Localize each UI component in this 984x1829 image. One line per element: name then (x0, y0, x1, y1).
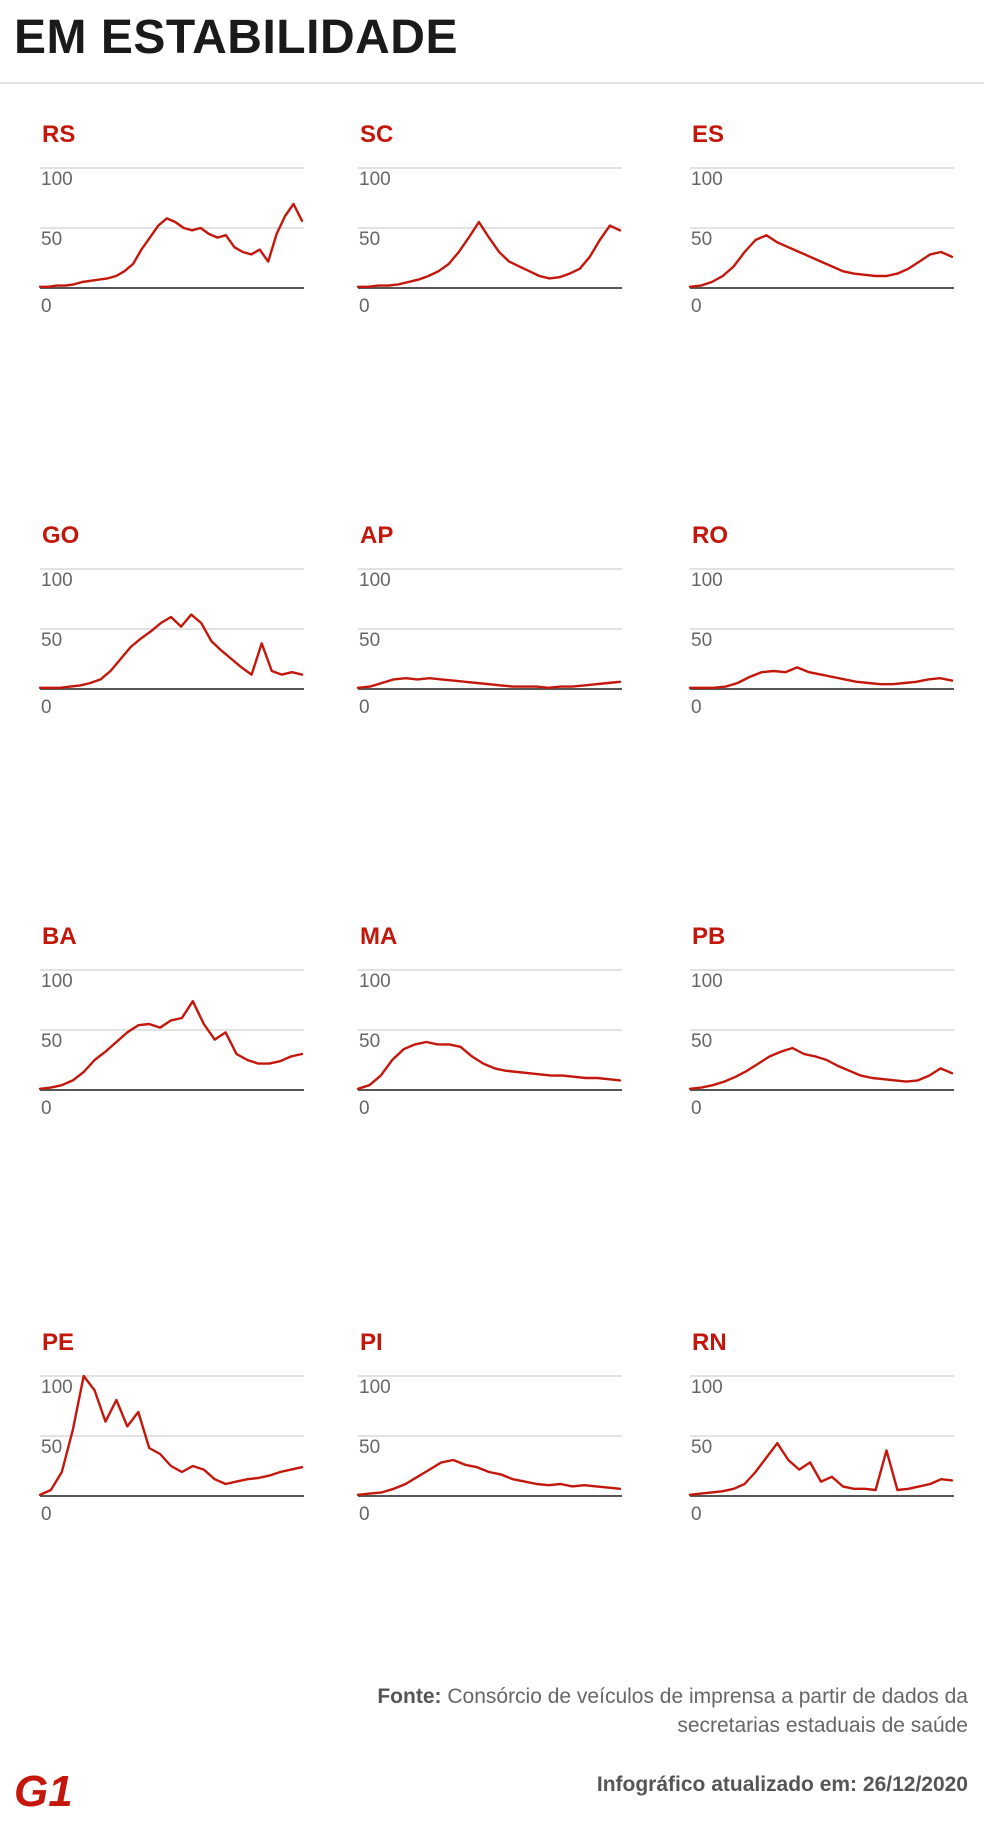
tick-label: 0 (691, 697, 702, 718)
tick-label: 100 (359, 570, 391, 591)
source-label: Fonte: (377, 1685, 442, 1708)
panel-title: ES (692, 121, 724, 148)
tick-label: 50 (691, 229, 712, 250)
tick-label: 0 (359, 1098, 370, 1119)
tick-label: 0 (359, 296, 370, 317)
panel-title: RO (692, 522, 728, 549)
panel-title: PB (692, 923, 725, 950)
tick-label: 0 (41, 1504, 52, 1525)
tick-label: 50 (359, 1437, 380, 1458)
tick-label: 50 (41, 1437, 62, 1458)
panel-ro: RO 0 50 100 (688, 522, 954, 718)
tick-label: 100 (691, 169, 723, 190)
panel-title: MA (360, 923, 397, 950)
panel-ma: MA 0 50 100 (356, 923, 622, 1119)
panel-ba: BA 0 50 100 (38, 923, 304, 1119)
tick-label: 50 (691, 1437, 712, 1458)
series-line (356, 677, 622, 689)
tick-label: 100 (691, 570, 723, 591)
series-line (356, 1458, 622, 1497)
page-title: EM ESTABILIDADE (14, 11, 458, 64)
tick-label: 0 (41, 697, 52, 718)
source-text: Consórcio de veículos de imprensa a part… (447, 1685, 968, 1737)
g1-logo-text: G1 (14, 1768, 73, 1812)
tick-label: 50 (359, 229, 380, 250)
panel-es: ES 0 50 100 (688, 121, 954, 317)
panel-ap: AP 0 50 100 (356, 522, 622, 718)
series-line (356, 220, 622, 288)
tick-label: 100 (41, 169, 73, 190)
tick-label: 50 (359, 1031, 380, 1052)
tick-label: 100 (359, 169, 391, 190)
tick-label: 100 (41, 1377, 73, 1398)
series-line (356, 1040, 622, 1091)
tick-label: 0 (359, 1504, 370, 1525)
panel-title: BA (42, 923, 77, 950)
title-divider (0, 82, 984, 84)
panel-title: PI (360, 1329, 383, 1356)
series-line (688, 1441, 954, 1497)
tick-label: 100 (41, 971, 73, 992)
tick-label: 100 (691, 971, 723, 992)
tick-label: 50 (41, 1031, 62, 1052)
series-line (38, 202, 304, 288)
panel-sc: SC 0 50 100 (356, 121, 622, 317)
panel-pe: PE 0 50 100 (38, 1329, 304, 1525)
tick-label: 50 (41, 229, 62, 250)
panel-go: GO 0 50 100 (38, 522, 304, 718)
panel-title: GO (42, 522, 79, 549)
series-line (688, 666, 954, 689)
panel-title: AP (360, 522, 393, 549)
panel-title: SC (360, 121, 393, 148)
tick-label: 0 (41, 296, 52, 317)
panel-pb: PB 0 50 100 (688, 923, 954, 1119)
tick-label: 100 (359, 1377, 391, 1398)
update-date: Infográfico atualizado em: 26/12/2020 (596, 1773, 968, 1796)
series-line (688, 1046, 954, 1091)
tick-label: 50 (41, 630, 62, 651)
tick-label: 0 (41, 1098, 52, 1119)
panel-title: RS (42, 121, 75, 148)
series-line (688, 233, 954, 288)
tick-label: 100 (359, 971, 391, 992)
panel-title: PE (42, 1329, 74, 1356)
series-line (38, 613, 304, 689)
panel-rn: RN 0 50 100 (688, 1329, 954, 1525)
series-line (38, 1374, 304, 1497)
tick-label: 0 (691, 296, 702, 317)
series-line (38, 1000, 304, 1091)
g1-logo: G1 (14, 1768, 73, 1812)
tick-label: 50 (359, 630, 380, 651)
tick-label: 100 (691, 1377, 723, 1398)
tick-label: 50 (691, 630, 712, 651)
tick-label: 0 (691, 1504, 702, 1525)
tick-label: 0 (691, 1098, 702, 1119)
tick-label: 50 (691, 1031, 712, 1052)
panel-pi: PI 0 50 100 (356, 1329, 622, 1525)
tick-label: 100 (41, 570, 73, 591)
source-note: Fonte: Consórcio de veículos de imprensa… (348, 1682, 968, 1740)
panel-title: RN (692, 1329, 727, 1356)
tick-label: 0 (359, 697, 370, 718)
panel-rs: RS 0 50 100 (38, 121, 304, 317)
